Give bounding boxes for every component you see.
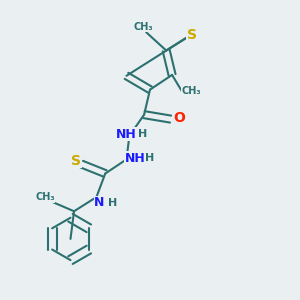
Text: N: N	[94, 196, 104, 209]
Text: H: H	[146, 153, 154, 163]
Text: O: O	[173, 111, 185, 125]
Text: CH₃: CH₃	[35, 192, 55, 203]
Text: H: H	[108, 198, 117, 208]
Text: S: S	[71, 154, 81, 168]
Text: CH₃: CH₃	[182, 85, 201, 95]
Text: CH₃: CH₃	[134, 22, 153, 32]
Text: S: S	[187, 28, 197, 42]
Text: H: H	[138, 129, 147, 139]
Text: NH: NH	[116, 128, 136, 141]
Text: NH: NH	[125, 152, 146, 165]
